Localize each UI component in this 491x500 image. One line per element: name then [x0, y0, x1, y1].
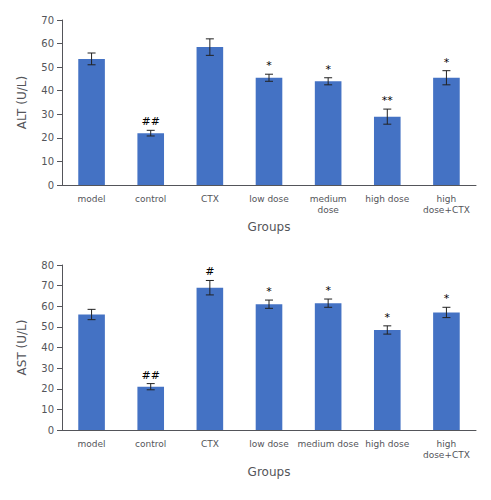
svg-text:*: * — [325, 284, 331, 297]
svg-text:50: 50 — [41, 62, 54, 73]
svg-text:*: * — [444, 56, 450, 69]
svg-text:*: * — [385, 311, 391, 324]
svg-text:50: 50 — [41, 321, 54, 332]
svg-text:70: 70 — [41, 280, 54, 291]
svg-text:*: * — [266, 285, 272, 298]
svg-text:dose+CTX: dose+CTX — [423, 205, 470, 215]
svg-text:*: * — [266, 59, 272, 72]
svg-text:*: * — [444, 292, 450, 305]
svg-text:model: model — [78, 194, 106, 204]
svg-text:10: 10 — [41, 404, 54, 415]
svg-text:*: * — [325, 63, 331, 76]
svg-text:70: 70 — [41, 15, 54, 26]
svg-text:60: 60 — [41, 38, 54, 49]
svg-text:#: # — [205, 265, 214, 278]
svg-text:CTX: CTX — [201, 194, 219, 204]
svg-text:80: 80 — [41, 260, 54, 271]
svg-text:medium: medium — [310, 194, 347, 204]
svg-text:20: 20 — [41, 383, 54, 394]
svg-text:Groups: Groups — [248, 465, 291, 479]
svg-text:AST (U/L): AST (U/L) — [15, 320, 29, 376]
svg-text:##: ## — [141, 115, 159, 128]
svg-text:dose: dose — [317, 205, 339, 215]
svg-text:60: 60 — [41, 301, 54, 312]
svg-text:30: 30 — [41, 363, 54, 374]
svg-text:CTX: CTX — [201, 439, 219, 449]
svg-text:model: model — [78, 439, 106, 449]
svg-text:low dose: low dose — [249, 439, 289, 449]
svg-text:0: 0 — [48, 425, 54, 436]
svg-text:control: control — [135, 194, 166, 204]
svg-text:40: 40 — [41, 85, 54, 96]
svg-text:40: 40 — [41, 342, 54, 353]
svg-text:high dose: high dose — [365, 194, 409, 204]
svg-text:**: ** — [382, 94, 394, 107]
svg-text:control: control — [135, 439, 166, 449]
svg-text:high dose: high dose — [365, 439, 409, 449]
svg-text:high: high — [437, 194, 457, 204]
svg-text:10: 10 — [41, 156, 54, 167]
svg-text:high: high — [437, 439, 457, 449]
svg-text:20: 20 — [41, 132, 54, 143]
svg-text:30: 30 — [41, 109, 54, 120]
svg-text:Groups: Groups — [248, 220, 291, 234]
svg-text:ALT (U/L): ALT (U/L) — [15, 76, 29, 129]
svg-text:##: ## — [141, 369, 159, 382]
svg-text:dose+CTX: dose+CTX — [423, 450, 470, 460]
svg-text:0: 0 — [48, 180, 54, 191]
svg-text:medium dose: medium dose — [297, 439, 359, 449]
svg-text:low dose: low dose — [249, 194, 289, 204]
